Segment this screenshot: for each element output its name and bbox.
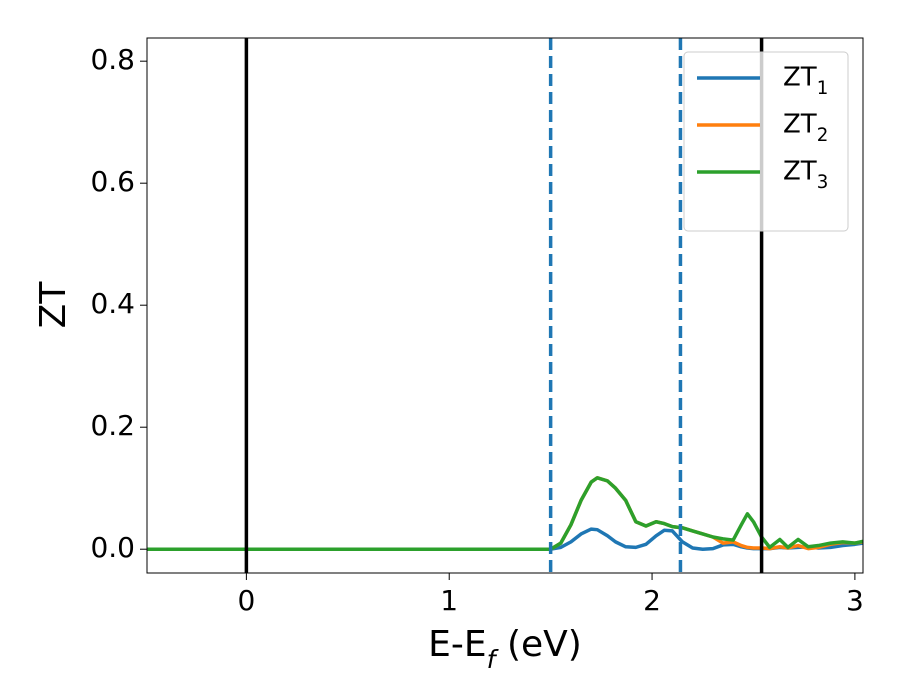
plot-area xyxy=(147,38,863,573)
y-axis-label: ZT xyxy=(33,281,74,329)
x-tick-label: 3 xyxy=(846,584,864,617)
x-tick-label: 2 xyxy=(643,584,661,617)
y-tick-label: 0.4 xyxy=(90,287,135,320)
y-tick-label: 0.6 xyxy=(90,165,135,198)
y-tick-label: 0.0 xyxy=(90,531,135,564)
y-tick-label: 0.8 xyxy=(90,43,135,76)
x-tick-label: 0 xyxy=(237,584,255,617)
x-tick-label: 1 xyxy=(440,584,458,617)
y-tick-label: 0.2 xyxy=(90,409,135,442)
legend-box xyxy=(683,51,849,232)
series-line xyxy=(147,476,863,551)
